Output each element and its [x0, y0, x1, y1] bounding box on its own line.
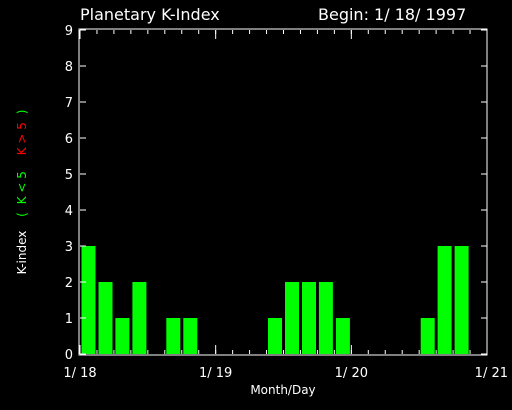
x-axis-label: Month/Day [250, 383, 315, 397]
x-tick-label-1: 1/ 19 [199, 366, 232, 381]
y-tick-label-0: 0 [65, 348, 73, 363]
bar-22 [454, 246, 469, 354]
bar-3 [132, 282, 147, 354]
y-axis-label-prefix: K-index [15, 231, 29, 275]
bar-11 [268, 318, 282, 354]
bar-21 [437, 246, 452, 354]
y-axis-label-low: K < 5 [15, 171, 29, 204]
x-axis: 1/ 18 1/ 19 1/ 20 1/ 21 [63, 30, 508, 381]
bar-15 [335, 318, 350, 354]
y-axis: 0 1 2 3 4 5 6 7 8 9 [65, 24, 487, 363]
y-tick-label-4: 4 [65, 204, 73, 219]
y-tick-label-3: 3 [65, 240, 73, 255]
x-tick-label-2: 1/ 20 [335, 366, 368, 381]
y-tick-label-8: 8 [65, 60, 73, 75]
bar-1 [98, 282, 113, 354]
chart-title: Planetary K-Index [80, 5, 220, 24]
bar-14 [318, 282, 333, 354]
bar-0 [81, 246, 96, 354]
y-axis-label-close: ) [15, 110, 29, 115]
y-tick-label-1: 1 [65, 312, 73, 327]
y-axis-label: K-index ( K < 5 K > 5 ) [15, 110, 29, 275]
bar-13 [302, 282, 316, 354]
y-tick-label-9: 9 [65, 24, 73, 39]
y-tick-label-6: 6 [65, 132, 73, 147]
x-tick-label-3: 1/ 21 [475, 366, 508, 381]
y-axis-label-open: ( [15, 212, 29, 217]
x-tick-label-0: 1/ 18 [63, 366, 96, 381]
bar-6 [183, 318, 198, 354]
y-tick-label-2: 2 [65, 276, 73, 291]
plot-frame [78, 28, 488, 356]
bar-5 [166, 318, 181, 354]
y-tick-label-5: 5 [65, 168, 73, 183]
bar-20 [420, 318, 435, 354]
bar-2 [115, 318, 130, 354]
begin-date: Begin: 1/ 18/ 1997 [318, 5, 466, 24]
bar-12 [285, 282, 299, 354]
y-axis-label-high: K > 5 [15, 122, 29, 155]
bar-series [81, 246, 469, 354]
y-tick-label-7: 7 [65, 96, 73, 111]
